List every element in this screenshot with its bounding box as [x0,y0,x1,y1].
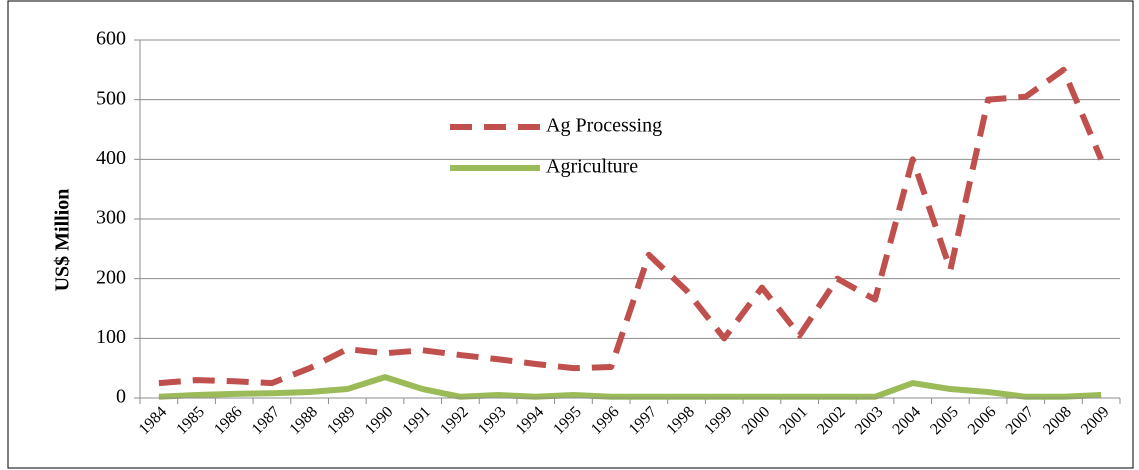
y-tick-label: 400 [96,147,126,169]
x-tick-label: 2007 [1003,403,1038,438]
y-tick-label: 600 [96,28,126,50]
x-tick-label: 1992 [437,403,472,438]
x-tick-label: 1996 [588,403,623,438]
x-tick-label: 1993 [475,403,510,438]
x-tick-label: 1999 [701,403,736,438]
y-tick-label: 300 [96,207,126,229]
x-tick-label: 1985 [173,403,208,438]
series-line [158,66,1104,387]
x-tick-label: 1988 [286,403,321,438]
x-tick-label: 1984 [136,403,171,438]
x-tick-label: 1986 [211,403,246,438]
y-tick-label: 200 [96,266,126,288]
chart-border [7,0,1134,469]
x-tick-label: 1994 [513,403,548,438]
x-tick-label: 1991 [399,403,434,438]
x-tick-label: 1990 [362,403,397,438]
x-tick-label: 2005 [927,403,962,438]
x-tick-label: 1997 [626,403,661,438]
x-tick-label: 1998 [663,403,698,438]
legend-label: Ag Processing [546,115,662,137]
x-tick-label: 2004 [889,403,924,438]
x-tick-label: 2001 [776,403,811,438]
y-tick-label: 0 [116,386,126,408]
x-tick-label: 2003 [852,403,887,438]
y-tick-label: 500 [96,87,126,109]
y-tick-label: 100 [96,326,126,348]
x-tick-label: 2006 [965,403,1000,438]
x-tick-label: 2002 [814,403,849,438]
x-tick-label: 1995 [550,403,585,438]
x-tick-label: 1987 [249,403,284,438]
series-line [158,374,1102,400]
y-axis-label: US$ Million [52,189,74,292]
x-tick-label: 1989 [324,403,359,438]
x-tick-label: 2000 [739,403,774,438]
x-tick-label: 2009 [1078,403,1113,438]
legend-label: Agriculture [546,156,638,178]
x-tick-label: 2008 [1040,403,1075,438]
